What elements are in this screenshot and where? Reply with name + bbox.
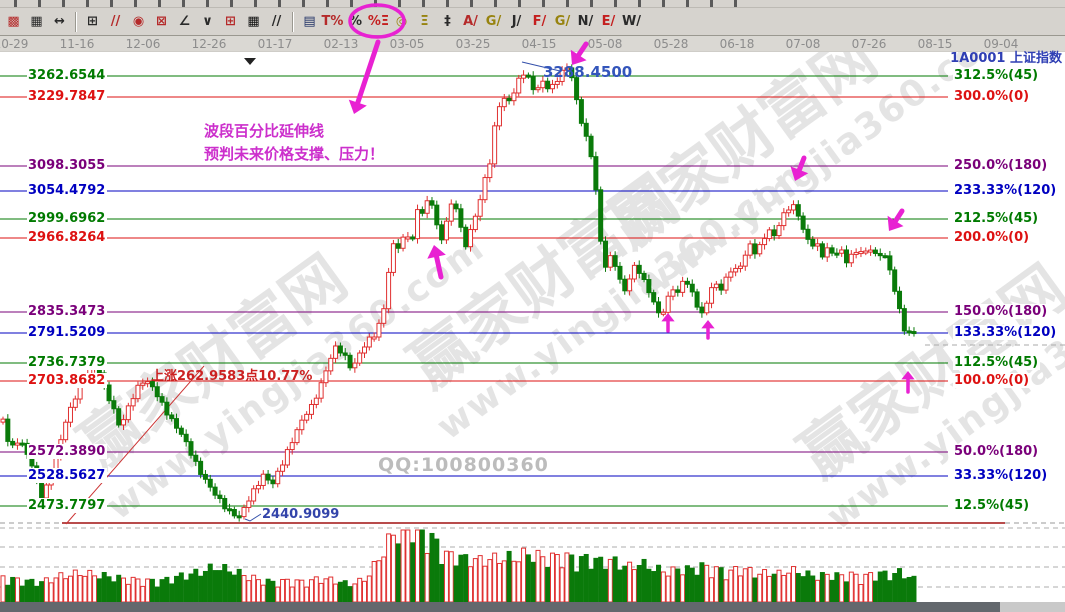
ink-brush-icon[interactable]: ‡ — [444, 14, 451, 29]
date-tick-label: 04-15 — [521, 37, 557, 51]
v-line-icon[interactable]: ∨ — [202, 14, 213, 29]
j-angle-icon[interactable]: J/ — [511, 14, 522, 29]
golden-angle-icon[interactable]: G/ — [554, 14, 571, 29]
speed-fan-icon[interactable]: // — [110, 14, 121, 29]
date-tick-label: 12-26 — [191, 37, 227, 51]
date-tick-label: 07-08 — [785, 37, 821, 51]
date-tick-label: 09-04 — [983, 37, 1019, 51]
price-level-label: 3262.6544 — [27, 68, 108, 83]
percent-level-label: 200.0%(0) — [953, 230, 1032, 245]
percent-extension-icon[interactable]: %Ξ — [367, 14, 390, 29]
percent-level-label: 150.0%(180) — [953, 304, 1050, 319]
mixed-angle-icon[interactable]: N/ — [577, 14, 594, 29]
percent-retrace-icon[interactable]: T% — [321, 14, 344, 29]
price-level-label: 3098.3055 — [27, 158, 108, 173]
date-tick-label: 05-08 — [587, 37, 623, 51]
date-tick-label: 02-13 — [323, 37, 359, 51]
date-tick-label: 11-16 — [59, 37, 95, 51]
symbol-label: 1A0001 上证指数 — [950, 51, 1062, 66]
toolbar-row-partial — [0, 0, 1065, 8]
date-tick-label: 03-05 — [389, 37, 425, 51]
percent-level-label: 50.0%(180) — [953, 444, 1041, 459]
date-tick-label: 05-28 — [653, 37, 689, 51]
swing-low-label: 2440.9099 — [262, 507, 340, 522]
angle-lines-icon[interactable]: ∠ — [178, 14, 191, 29]
golden-circle-icon[interactable]: ◎ — [395, 14, 408, 29]
percent-level-label: 250.0%(180) — [953, 158, 1050, 173]
tool-annotation-line1: 波段百分比延伸线 — [204, 122, 325, 140]
percent-level-label: 33.33%(120) — [953, 468, 1050, 483]
wave-angle-icon[interactable]: A/ — [463, 14, 478, 29]
price-level-label: 3229.7847 — [27, 89, 108, 104]
chart-background[interactable] — [0, 51, 1065, 602]
golden-section-icon[interactable]: Ξ — [420, 14, 429, 29]
golden-line-icon[interactable]: G/ — [485, 14, 502, 29]
parallel-lines-icon[interactable]: // — [271, 14, 282, 29]
swing-rise-label: 上涨262.9583点10.77% — [151, 369, 313, 384]
toolbar-separator — [288, 11, 298, 33]
percent-level-label: 300.0%(0) — [953, 89, 1032, 104]
date-tick-label: 12-06 — [125, 37, 161, 51]
column-tool-icon[interactable]: ▤ — [303, 14, 316, 29]
red-grid-icon[interactable]: ⊞ — [225, 14, 236, 29]
layout-grid-icon[interactable]: ▦ — [30, 14, 43, 29]
percent-icon[interactable]: % — [348, 14, 363, 29]
price-level-label: 2736.7379 — [27, 355, 108, 370]
date-tick-label: 06-18 — [719, 37, 755, 51]
date-tick-label: 08-15 — [917, 37, 953, 51]
four-angle-icon[interactable]: W/ — [621, 14, 642, 29]
black-grid-icon[interactable]: ▦ — [247, 14, 260, 29]
date-tick-label: 03-25 — [455, 37, 491, 51]
percent-level-label: 212.5%(45) — [953, 211, 1041, 226]
scrollbar-track-end — [1000, 602, 1065, 612]
percent-level-label: 133.33%(120) — [953, 325, 1059, 340]
peak-price-label: 3288.4500 — [543, 63, 633, 81]
tool-annotation-line2: 预判未来价格支撑、压力！ — [204, 145, 385, 163]
price-level-label: 2528.5627 — [27, 468, 108, 483]
price-level-label: 2703.8682 — [27, 373, 108, 388]
box-pattern-icon[interactable]: ⊠ — [156, 14, 167, 29]
date-tick-label: 01-17 — [257, 37, 293, 51]
percent-level-label: 112.5%(45) — [953, 355, 1041, 370]
circle-ring-icon[interactable]: ◉ — [132, 14, 145, 29]
price-level-label: 2966.8264 — [27, 230, 108, 245]
price-level-label: 3054.4792 — [27, 183, 108, 198]
price-level-label: 2572.3890 — [27, 444, 108, 459]
percent-level-label: 312.5%(45) — [953, 68, 1041, 83]
price-level-label: 2999.6962 — [27, 211, 108, 226]
app-logo-icon[interactable]: ▩ — [7, 14, 20, 29]
extension-angle-icon[interactable]: E/ — [601, 14, 616, 29]
price-level-label: 2791.5209 — [27, 325, 108, 340]
price-level-label: 2473.7797 — [27, 498, 108, 513]
f-angle-icon[interactable]: F/ — [532, 14, 547, 29]
bar-spacing-icon[interactable]: ↔ — [54, 14, 65, 29]
qq-watermark-label: QQ:100800360 — [378, 454, 549, 476]
toolbar-separator — [71, 11, 81, 33]
horizontal-scrollbar[interactable] — [0, 602, 1000, 612]
gann-grid-icon[interactable]: ⊞ — [87, 14, 98, 29]
date-tick-label: 07-26 — [851, 37, 887, 51]
percent-level-label: 233.33%(120) — [953, 183, 1059, 198]
percent-level-label: 100.0%(0) — [953, 373, 1032, 388]
drawing-toolbar: ▩ ▦ ↔ ⊞ // ◉ ⊠ ∠ ∨ ⊞ ▦ // ▤ T%% %Ξ ◎ Ξ ‡ A/G/J/F/G/N/E/W/ — [0, 8, 1065, 36]
price-level-label: 2835.3473 — [27, 304, 108, 319]
date-tick-label: 10-29 — [0, 37, 29, 51]
percent-level-label: 12.5%(45) — [953, 498, 1032, 513]
date-axis[interactable]: 10-29 11-16 12-06 12-26 01-17 02-13 03-05 03-25… — [0, 36, 1065, 52]
